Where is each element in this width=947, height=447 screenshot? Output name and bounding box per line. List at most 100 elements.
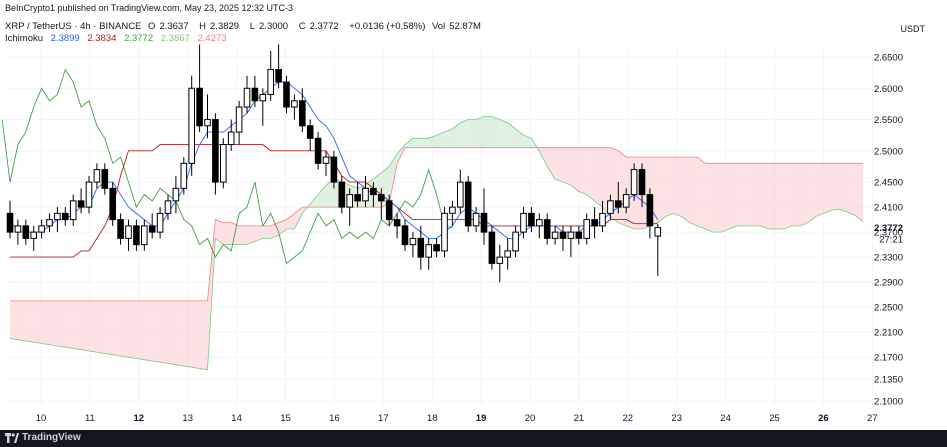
chart-area[interactable]: BeInCrypto1 published on TradingView.com… — [0, 0, 947, 430]
candle-body — [607, 200, 614, 214]
candle-body — [69, 200, 77, 221]
candle-body — [180, 162, 188, 189]
candle-body — [385, 200, 393, 221]
cloud-segment — [223, 222, 232, 245]
candle-body — [504, 250, 511, 258]
indicator-value-span-a: 2.3867 — [160, 33, 190, 44]
candle-body — [322, 156, 330, 164]
cloud-segment — [507, 122, 516, 148]
cloud-segment — [515, 128, 524, 148]
x-tick-label: 27 — [867, 413, 878, 424]
x-tick-label: 10 — [36, 413, 47, 424]
cloud-segment — [41, 300, 50, 345]
candle-body — [464, 181, 472, 227]
cloud-segment — [523, 135, 532, 148]
cloud-segment — [436, 132, 445, 148]
candle-body — [559, 231, 567, 239]
x-tick-label: 24 — [720, 413, 731, 424]
cloud-segment — [25, 300, 34, 343]
symbol-title: XRP / TetherUS · 4h · BINANCE — [5, 21, 142, 32]
price-chart[interactable]: 2.6500 2.6000 2.5500 2.5000 2.4500 2.4100 2.37… — [0, 0, 947, 430]
cloud-segment — [49, 300, 58, 346]
candle-body — [235, 106, 243, 133]
x-tick-label: 20 — [525, 413, 536, 424]
y-tick-label: 2.3300 — [874, 253, 903, 264]
cloud-segment — [254, 225, 263, 242]
candle-body — [512, 231, 519, 252]
cloud-segment — [428, 135, 437, 148]
cloud-segment — [175, 300, 184, 366]
cloud-segment — [847, 163, 856, 216]
cloud-segment — [665, 157, 674, 217]
cloud-segment — [239, 225, 247, 245]
x-tick-label: 14 — [231, 413, 242, 424]
candle-body — [543, 219, 551, 239]
x-tick-label: 16 — [329, 413, 340, 424]
y-tick-label: 2.2900 — [874, 278, 903, 289]
candle-body — [133, 225, 140, 246]
candle-body — [551, 231, 559, 239]
candle-body — [583, 219, 591, 239]
candle-body — [433, 244, 440, 252]
last-price-label: 2.3772 — [874, 223, 903, 234]
cloud-segment — [807, 163, 816, 223]
cloud-segment — [33, 300, 42, 344]
cloud-segment — [294, 207, 303, 229]
cloud-segment — [168, 300, 176, 365]
candle-body — [267, 69, 274, 96]
cloud-segment — [160, 300, 168, 364]
footer-brand: TradingView — [22, 432, 81, 443]
indicator-legend[interactable]: Ichimoku 2.3899 2.3834 2.3772 2.3867 2.4… — [5, 33, 232, 44]
cloud-segment — [318, 185, 326, 208]
candle-body — [85, 181, 93, 208]
cloud-segment — [460, 119, 469, 148]
cloud-segment — [278, 219, 287, 236]
candle-body — [615, 200, 622, 208]
cloud-segment — [792, 163, 800, 226]
cloud-segment — [73, 300, 82, 350]
cloud-segment — [412, 138, 421, 148]
x-tick-label: 25 — [769, 413, 780, 424]
cloud-segment — [444, 128, 453, 148]
candle-body — [362, 187, 369, 202]
candle-body — [306, 125, 314, 139]
cloud-segment — [499, 119, 508, 148]
candle-body — [480, 212, 488, 233]
indicator-value-lagging: 2.3772 — [124, 33, 154, 44]
y-tick-label: 2.2500 — [874, 303, 903, 314]
cloud-segment — [491, 116, 500, 148]
cloud-segment — [555, 147, 563, 183]
cloud-segment — [65, 300, 74, 349]
cloud-segment — [405, 138, 413, 148]
leading-span-b-line — [10, 147, 864, 302]
x-tick-label: 22 — [623, 413, 634, 424]
cloud-segment — [657, 157, 666, 223]
cloud-segment — [144, 300, 153, 361]
candle-body — [638, 169, 646, 196]
candle-body — [472, 212, 480, 227]
ohlc-change: +0.0136 (+0.58%) — [349, 21, 426, 32]
y-tick-label: 2.4100 — [874, 203, 903, 214]
indicator-value-tenkan: 2.3899 — [50, 33, 80, 44]
y-tick-label: 2.1000 — [874, 397, 903, 408]
candle-body — [441, 212, 448, 252]
cloud-segment — [776, 163, 785, 229]
cloud-segment — [744, 163, 753, 226]
cloud-segment — [689, 157, 698, 226]
candle-body — [6, 212, 14, 233]
cloud-segment — [152, 300, 161, 363]
leading-span-a-line — [9, 116, 864, 371]
cloud-segment — [618, 150, 627, 226]
cloud-segment — [760, 163, 769, 229]
cloud-segment — [768, 163, 777, 229]
x-tick-label: 12 — [134, 413, 145, 424]
y-tick-label: 2.1350 — [874, 375, 903, 386]
cloud-segment — [326, 178, 334, 208]
x-tick-label: 21 — [574, 413, 585, 424]
cloud-segment — [831, 163, 840, 211]
cloud-segment — [183, 300, 192, 368]
cloud-segment — [476, 116, 484, 148]
candle-body — [314, 137, 322, 164]
candle-body — [449, 206, 456, 214]
